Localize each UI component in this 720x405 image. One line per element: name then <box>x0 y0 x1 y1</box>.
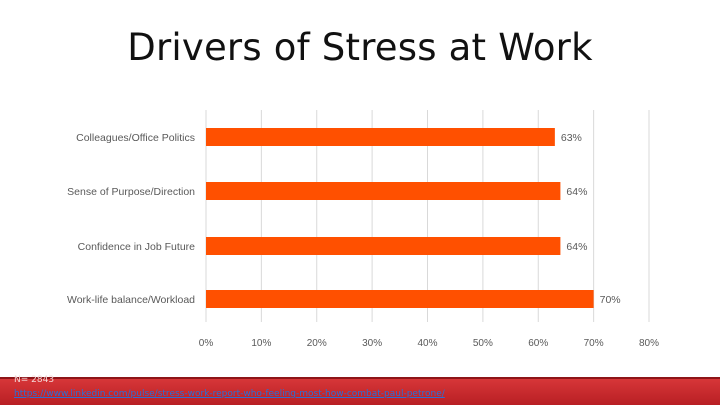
bar <box>206 128 555 146</box>
x-tick-label: 50% <box>473 338 493 349</box>
bar <box>206 182 561 200</box>
bar <box>206 290 594 308</box>
source-link[interactable]: https://www.linkedin.com/pulse/stress-wo… <box>14 389 445 399</box>
category-label: Sense of Purpose/Direction <box>67 186 195 198</box>
data-label: 64% <box>566 186 587 198</box>
x-tick-label: 80% <box>639 338 659 349</box>
x-tick-label: 60% <box>528 338 548 349</box>
x-tick-label: 70% <box>584 338 604 349</box>
footer-band <box>0 377 720 405</box>
category-label: Colleagues/Office Politics <box>76 132 195 144</box>
x-tick-label: 0% <box>199 338 214 349</box>
data-label: 70% <box>600 294 621 306</box>
bar <box>206 237 561 255</box>
slide-title: Drivers of Stress at Work <box>127 26 593 69</box>
x-tick-label: 10% <box>251 338 271 349</box>
data-label: 64% <box>566 241 587 253</box>
x-tick-label: 40% <box>417 338 437 349</box>
category-label: Work-life balance/Workload <box>67 294 195 306</box>
x-tick-label: 30% <box>362 338 382 349</box>
data-label: 63% <box>561 132 582 144</box>
x-tick-label: 20% <box>307 338 327 349</box>
sample-size-note: N= 2843 <box>14 375 55 385</box>
category-label: Confidence in Job Future <box>78 241 195 253</box>
